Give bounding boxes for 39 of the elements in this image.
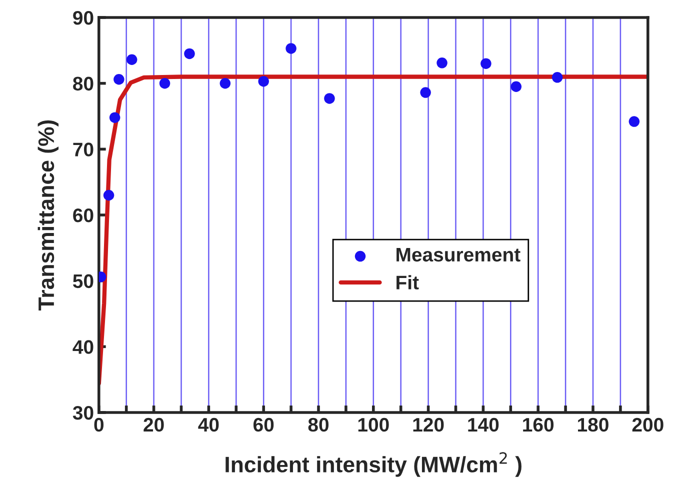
y-tick-label: 70 xyxy=(73,142,94,156)
point xyxy=(324,93,335,104)
legend-label: Fit xyxy=(396,275,419,290)
point xyxy=(286,43,296,54)
point xyxy=(258,76,269,87)
x-tick-label: 100 xyxy=(358,418,389,432)
x-tick-label: 0 xyxy=(94,418,104,432)
legend-label: Measurement xyxy=(396,248,520,262)
point xyxy=(480,58,492,69)
x-tick-label: 160 xyxy=(523,418,554,432)
point xyxy=(114,74,124,85)
y-tick-label: 90 xyxy=(73,10,94,25)
y-axis-title: Transmittance (%) xyxy=(38,120,59,310)
x-tick-label: 120 xyxy=(413,418,444,432)
point xyxy=(436,58,448,68)
y-tick-label: 50 xyxy=(73,274,94,288)
y-tick-label: 40 xyxy=(72,340,94,354)
point xyxy=(159,78,170,89)
point xyxy=(220,78,231,89)
x-tick-label: 20 xyxy=(144,418,164,432)
point xyxy=(103,190,114,201)
point xyxy=(510,81,522,92)
x-tick-label: 60 xyxy=(253,418,274,432)
x-tick-label: 180 xyxy=(578,418,608,432)
x-tick-label: 200 xyxy=(632,418,664,432)
y-tick-label: 30 xyxy=(72,406,94,420)
line-series xyxy=(98,74,648,386)
y-tick-label: 60 xyxy=(73,208,94,222)
point xyxy=(420,87,431,98)
y-tick-label: 80 xyxy=(73,76,94,91)
x-axis-title: Incident intensity (MW/cm$^{2}$ ) xyxy=(226,452,522,477)
x-tick-label: 140 xyxy=(468,418,499,432)
point xyxy=(184,48,195,60)
point xyxy=(126,54,138,66)
x-tick-label: 40 xyxy=(198,418,219,432)
x-tick-label: 80 xyxy=(308,418,329,432)
point xyxy=(552,72,563,83)
point xyxy=(628,116,640,127)
point xyxy=(109,112,120,123)
